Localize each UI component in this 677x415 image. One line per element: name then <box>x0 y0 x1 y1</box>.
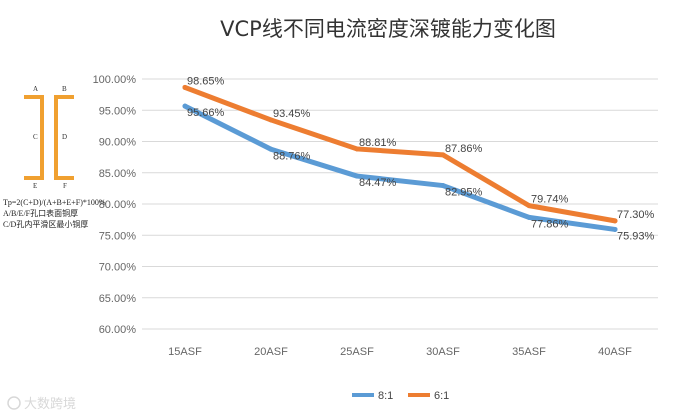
y-tick-label: 60.00% <box>99 324 137 336</box>
x-axis-ticks: 15ASF 20ASF 25ASF 30ASF 35ASF 40ASF <box>168 346 632 358</box>
data-label: 93.45% <box>273 108 311 120</box>
y-tick-label: 90.00% <box>99 137 137 149</box>
data-point <box>354 173 360 179</box>
data-point <box>268 117 274 123</box>
data-label: 95.66% <box>187 107 225 119</box>
chart-title: VCP线不同电流密度深镀能力变化图 <box>220 17 556 41</box>
data-label: 98.65% <box>187 75 225 87</box>
left-bracket <box>24 95 44 180</box>
right-bracket <box>54 95 74 180</box>
data-label: 82.95% <box>445 187 483 199</box>
watermark-text: 大数跨境 <box>24 397 76 412</box>
data-point <box>440 152 446 158</box>
y-tick-label: 100.00% <box>93 74 137 86</box>
formula-text: Tp=2(C+D)/(A+B+E+F)*100% <box>3 198 106 207</box>
y-tick-label: 95.00% <box>99 105 137 117</box>
data-point <box>440 183 446 189</box>
data-label: 79.74% <box>531 194 569 206</box>
y-tick-label: 80.00% <box>99 199 137 211</box>
data-point <box>268 146 274 152</box>
data-point <box>526 203 532 209</box>
label-e: E <box>33 182 37 190</box>
data-point <box>354 146 360 152</box>
series-group <box>182 84 618 232</box>
label-b: B <box>62 85 67 93</box>
label-c: C <box>33 133 38 141</box>
legend: 8:1 6:1 <box>352 390 449 402</box>
note-surface: A/B/E/F孔口表面铜厚 <box>3 208 78 218</box>
data-label: 77.86% <box>531 218 569 230</box>
series-line-8-1 <box>182 103 618 232</box>
y-tick-label: 75.00% <box>99 230 137 242</box>
legend-label-8-1: 8:1 <box>378 390 393 402</box>
y-tick-label: 70.00% <box>99 262 137 274</box>
x-tick-label: 20ASF <box>254 346 288 358</box>
series-line-6-1 <box>182 84 618 224</box>
label-d: D <box>62 133 67 141</box>
data-point <box>182 84 188 90</box>
data-point <box>612 226 618 232</box>
data-label: 88.76% <box>273 150 311 162</box>
data-label: 84.47% <box>359 177 397 189</box>
data-label: 77.30% <box>617 209 655 221</box>
x-tick-label: 30ASF <box>426 346 460 358</box>
cross-section-diagram: A B C D E F Tp=2(C+D)/(A+B+E+F)*100% A/B… <box>3 85 106 229</box>
y-tick-label: 65.00% <box>99 293 137 305</box>
legend-label-6-1: 6:1 <box>434 390 449 402</box>
data-labels: 95.66% 88.76% 84.47% 82.95% 77.86% 75.93% 98.6… <box>187 75 655 242</box>
data-label: 87.86% <box>445 143 483 155</box>
data-point <box>526 214 532 220</box>
x-tick-label: 35ASF <box>512 346 546 358</box>
note-inner: C/D孔内平滑区最小铜厚 <box>3 219 88 229</box>
x-tick-label: 40ASF <box>598 346 632 358</box>
data-point <box>612 218 618 224</box>
data-label: 75.93% <box>617 230 655 242</box>
watermark: 大数跨境 <box>7 396 76 412</box>
watermark-logo-icon <box>7 396 21 410</box>
y-tick-label: 85.00% <box>99 168 137 180</box>
data-point <box>182 103 188 109</box>
x-tick-label: 25ASF <box>340 346 374 358</box>
label-f: F <box>63 182 67 190</box>
data-label: 88.81% <box>359 137 397 149</box>
x-tick-label: 15ASF <box>168 346 202 358</box>
label-a: A <box>33 85 38 93</box>
y-axis-ticks: 100.00% 95.00% 90.00% 85.00% 80.00% 75.00% 70.… <box>93 74 137 336</box>
grid-lines <box>142 78 658 330</box>
